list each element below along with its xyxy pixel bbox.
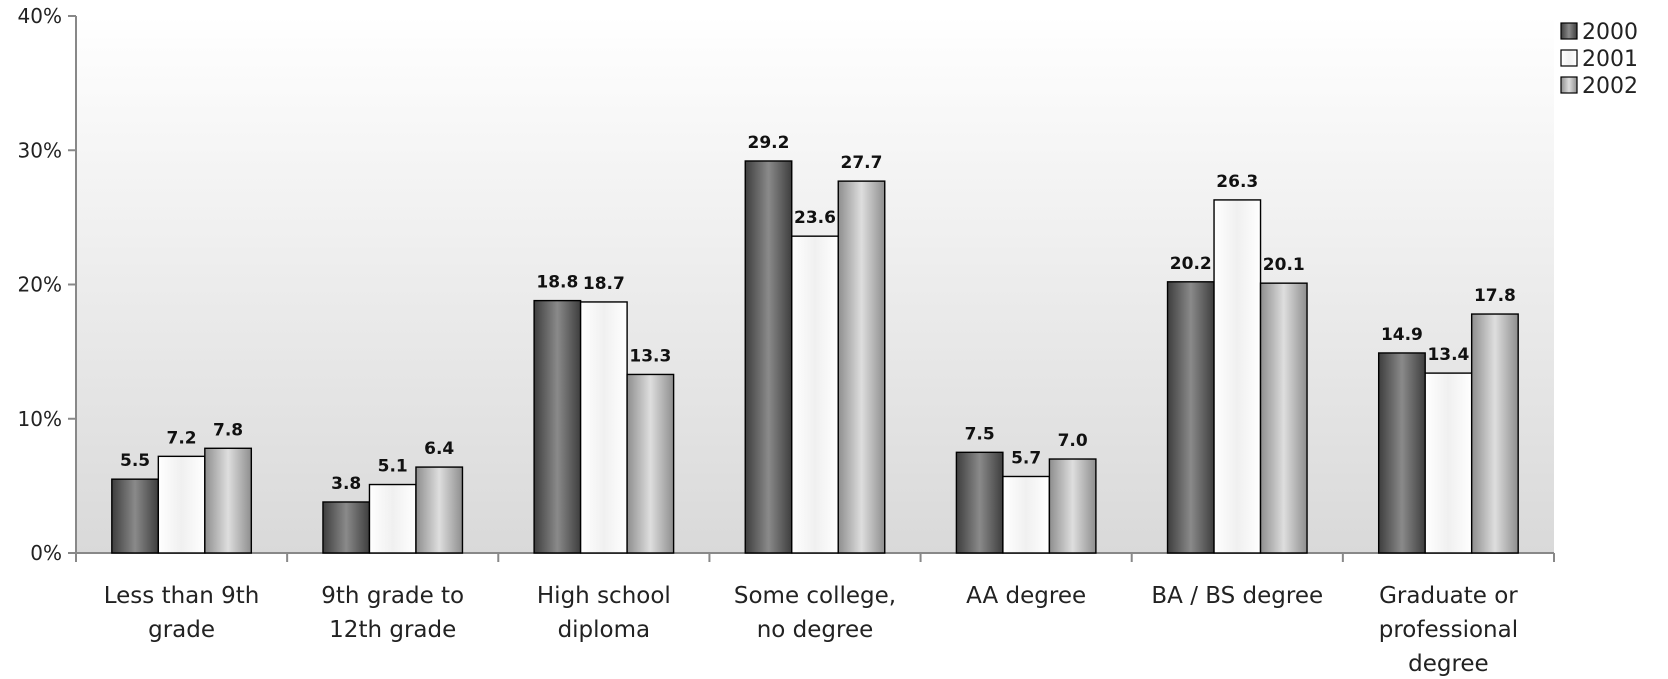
data-label: 14.9 xyxy=(1381,325,1423,345)
bar-2000 xyxy=(533,299,582,554)
data-label: 7.0 xyxy=(1058,431,1088,451)
legend-label: 2001 xyxy=(1582,47,1638,72)
y-tick-label: 30% xyxy=(18,138,62,162)
data-label: 5.1 xyxy=(378,457,408,477)
legend-label: 2000 xyxy=(1582,20,1638,45)
y-tick-label: 0% xyxy=(30,541,62,565)
category-label: BA / BS degree xyxy=(1151,583,1323,609)
bar-2001 xyxy=(791,235,839,554)
bar-2002 xyxy=(1470,313,1519,554)
bar-2001 xyxy=(368,483,417,554)
y-tick-label: 40% xyxy=(18,4,62,28)
data-label: 18.8 xyxy=(536,273,578,293)
bar-2002 xyxy=(415,466,464,554)
legend-label: 2002 xyxy=(1582,74,1638,99)
data-label: 6.4 xyxy=(424,439,454,459)
bar-2000 xyxy=(955,451,1004,554)
bar-2002 xyxy=(626,373,675,554)
category-label: 9th grade to 12th grade xyxy=(321,583,464,643)
bar-2001 xyxy=(1002,475,1051,554)
bar-2001 xyxy=(579,301,628,554)
bar-2000 xyxy=(1377,352,1426,554)
category-label: Less than 9th grade xyxy=(104,583,260,643)
data-label: 26.3 xyxy=(1216,172,1258,192)
data-label: 20.1 xyxy=(1263,255,1305,275)
bar-2000 xyxy=(1166,281,1215,554)
category-label: AA degree xyxy=(966,583,1086,609)
bar-2000 xyxy=(111,478,160,554)
bar-2001 xyxy=(1213,199,1262,554)
category-label: High school diploma xyxy=(537,583,671,643)
data-label: 3.8 xyxy=(331,474,361,494)
bar-2002 xyxy=(204,447,253,554)
category-label: Graduate or professional degree xyxy=(1379,583,1519,677)
data-label: 5.5 xyxy=(120,451,150,471)
legend-swatch xyxy=(1560,22,1578,40)
legend-swatch xyxy=(1560,49,1578,67)
data-label: 7.5 xyxy=(965,424,995,444)
data-label: 27.7 xyxy=(841,153,883,173)
y-tick-label: 10% xyxy=(18,407,62,431)
legend-swatch xyxy=(1560,76,1578,94)
data-label: 20.2 xyxy=(1170,254,1212,274)
y-tick-label: 20% xyxy=(18,273,62,297)
bar-2002 xyxy=(1259,282,1308,554)
data-label: 17.8 xyxy=(1474,286,1516,306)
bar-2001 xyxy=(1424,372,1473,554)
bar-2002 xyxy=(837,180,886,554)
bar-2001 xyxy=(157,455,206,554)
bar-2000 xyxy=(744,160,793,554)
data-label: 13.3 xyxy=(629,346,671,366)
data-label: 29.2 xyxy=(748,133,790,153)
bar-2000 xyxy=(322,501,371,554)
data-label: 7.2 xyxy=(167,428,197,448)
bar-2002 xyxy=(1048,458,1097,554)
data-label: 23.6 xyxy=(794,208,836,228)
data-label: 7.8 xyxy=(213,420,243,440)
category-label: Some college, no degree xyxy=(734,583,896,643)
data-label: 13.4 xyxy=(1427,345,1469,365)
data-label: 18.7 xyxy=(583,274,625,294)
data-label: 5.7 xyxy=(1011,448,1041,468)
